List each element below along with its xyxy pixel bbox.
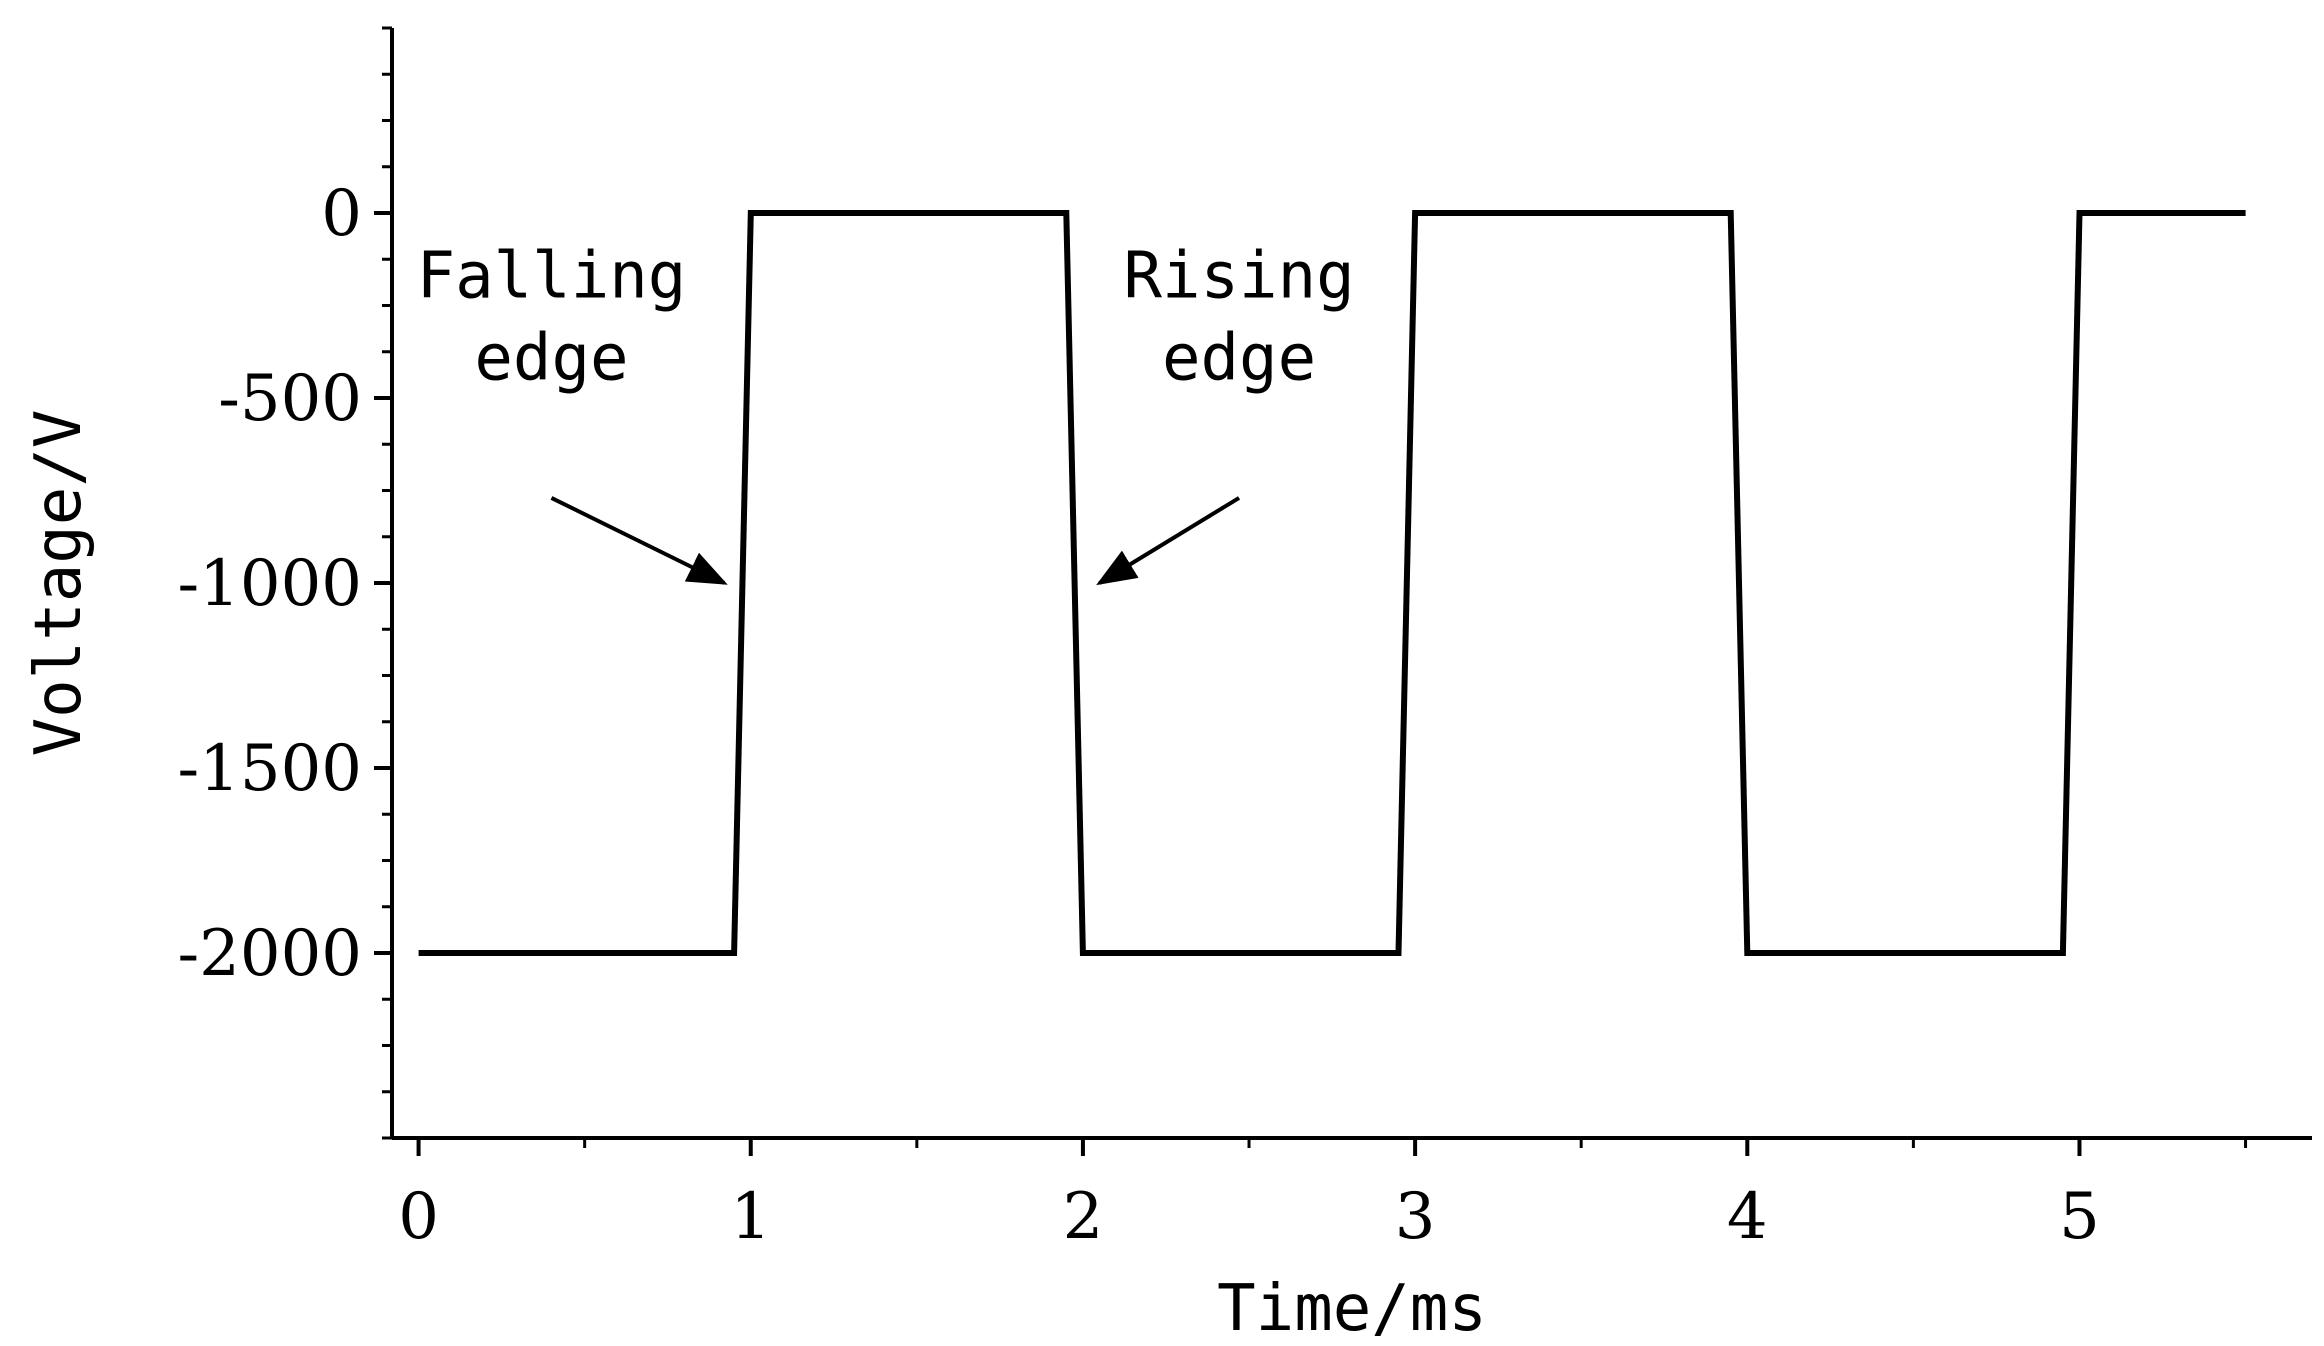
annotation-text: Rising: [1123, 240, 1354, 314]
series-line: [418, 210, 2246, 956]
annotation-text: edge: [1162, 322, 1316, 396]
axes: [390, 28, 2312, 1140]
y-tick-label: 0: [321, 177, 362, 251]
x-tick-label: 3: [1395, 1180, 1436, 1254]
x-tick-label: 4: [1727, 1180, 1768, 1254]
annotation-arrow: [1096, 496, 1241, 586]
y-tick-label: -1500: [178, 732, 363, 806]
series-group: [418, 210, 2246, 956]
annotation-text: Falling: [417, 240, 687, 314]
x-tick-label: 0: [398, 1180, 439, 1254]
ticks: 0 1 2 3 4 5 0 -500 -1000 -1500 -2000: [178, 26, 2248, 1254]
x-tick-label: 5: [2059, 1180, 2100, 1254]
y-tick-label: -500: [218, 362, 362, 436]
annotations: Falling edge Rising edge: [417, 240, 1355, 586]
y-tick-label: -2000: [178, 917, 363, 991]
annotation-text: edge: [474, 322, 628, 396]
x-axis-title: Time/ms: [1217, 1272, 1487, 1346]
y-axis-title: Voltage/V: [22, 410, 96, 757]
x-tick-label: 2: [1063, 1180, 1104, 1254]
y-tick-label: -1000: [178, 547, 363, 621]
x-tick-label: 1: [730, 1180, 771, 1254]
annotation-arrow: [550, 496, 728, 585]
